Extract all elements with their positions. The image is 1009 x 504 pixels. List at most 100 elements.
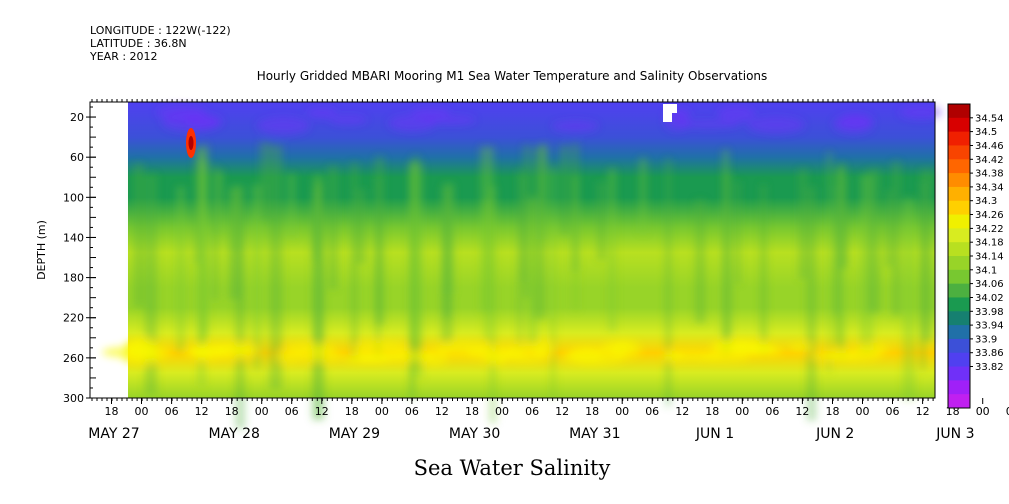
x-hour-label: 18 [465,405,479,418]
colorbar-swatch [948,117,970,133]
x-hour-label: 12 [795,405,809,418]
y-tick-label: 260 [63,352,84,365]
texture-blob [533,339,554,360]
colorbar-swatch [948,283,970,298]
x-hour-label: 06 [525,405,539,418]
x-axis: 18 00 06 12 18 00 06 12 18 00 06 12 18 00 06 12 18 00 06 12… [88,99,1009,442]
texture-streak [409,162,424,378]
texture-streak [517,169,522,348]
colorbar-swatch [948,366,970,381]
texture-blob [808,351,860,360]
colorbar-swatch [948,214,970,229]
texture-streak [892,161,901,316]
colorbar-swatch [948,380,970,395]
texture-surface-blob [676,120,740,129]
colorbar-label: 34.3 [975,196,997,207]
colorbar-label: 33.9 [975,334,997,345]
colorbar-swatch [948,338,970,354]
colorbar-swatch [948,159,970,174]
colorbar-label: 33.86 [975,348,1004,359]
texture-streak [806,187,817,421]
x-hour-label: 18 [705,405,719,418]
texture-streak [176,186,186,352]
x-hour-label: 18 [225,405,239,418]
salinity-texture [102,104,943,429]
x-hour-label: 00 [495,405,509,418]
colorbar-swatch [948,228,970,243]
texture-streak [520,175,526,282]
x-hour-label: 18 [826,405,840,418]
texture-blob [747,345,785,357]
x-hour-label: 12 [195,405,209,418]
colorbar-swatch [948,104,970,119]
colorbar-label: 33.98 [975,307,1004,318]
texture-streak [920,181,926,371]
texture-streak [884,190,893,267]
texture-streak [527,196,538,344]
y-tick-label: 300 [63,392,84,405]
colorbar-label: 34.06 [975,279,1004,290]
y-tick-label: 60 [70,151,84,164]
missing-data-patch [663,104,672,122]
texture-surface-blob [833,115,873,134]
texture-surface-blob [717,106,756,123]
x-hour-label: 06 [645,405,659,418]
colorbar-swatch [948,269,970,285]
texture-surface-blob [899,105,943,119]
texture-streak [351,162,358,362]
texture-streak [735,181,741,284]
x-hour-label: 06 [1006,405,1009,418]
texture-surface-blob [426,115,476,125]
texture-streak [194,146,201,264]
colorbar-label: 34.42 [975,155,1004,166]
texture-streak [722,173,732,350]
x-hour-label: 06 [886,405,900,418]
texture-surface-blob [156,104,206,121]
x-date-label: MAY 31 [569,426,620,442]
colorbar-swatch [948,297,970,312]
texture-streak [639,158,647,233]
texture-streak [269,145,283,390]
texture-streak [311,179,325,420]
texture-blob [661,349,724,362]
texture-surface-blob [747,116,805,134]
texture-streak [235,185,246,429]
y-tick-label: 140 [63,231,84,244]
texture-streak [288,173,296,238]
texture-streak [760,184,767,356]
texture-blob [210,341,254,359]
texture-streak [444,191,451,318]
colorbar-swatch [948,186,970,202]
texture-blob [436,340,491,358]
x-date-label: MAY 30 [449,426,500,442]
x-hour-label: 12 [916,405,930,418]
texture-surface-blob [388,114,436,132]
texture-blob [124,338,155,354]
y-tick-label: 220 [63,312,84,325]
colorbar-label: 33.82 [975,362,1004,373]
bottom-label: Sea Water Salinity [414,456,611,480]
x-hour-label: 00 [735,405,749,418]
colorbar-label: 34.02 [975,293,1004,304]
x-hour-label: 06 [765,405,779,418]
texture-streak [480,146,494,312]
y-axis: 20 60 100 140 180 220 260 300 [63,106,96,405]
x-date-label: JUN 1 [695,426,734,442]
texture-streak [838,162,846,269]
x-hour-label: 12 [675,405,689,418]
x-hour-label: 18 [105,405,119,418]
colorbar-swatch [948,131,970,146]
colorbar-swatch [948,311,970,326]
texture-streak [328,166,338,289]
x-hour-label: 18 [585,405,599,418]
colorbar-label: 34.26 [975,210,1004,221]
texture-streak [550,167,556,399]
texture-streak [211,166,219,301]
texture-streak [827,152,832,372]
texture-streak [798,169,808,280]
y-tick-label: 180 [63,272,84,285]
texture-streak [902,197,916,400]
colorbar-label: 34.46 [975,141,1004,152]
year-label: YEAR : 2012 [89,50,158,63]
